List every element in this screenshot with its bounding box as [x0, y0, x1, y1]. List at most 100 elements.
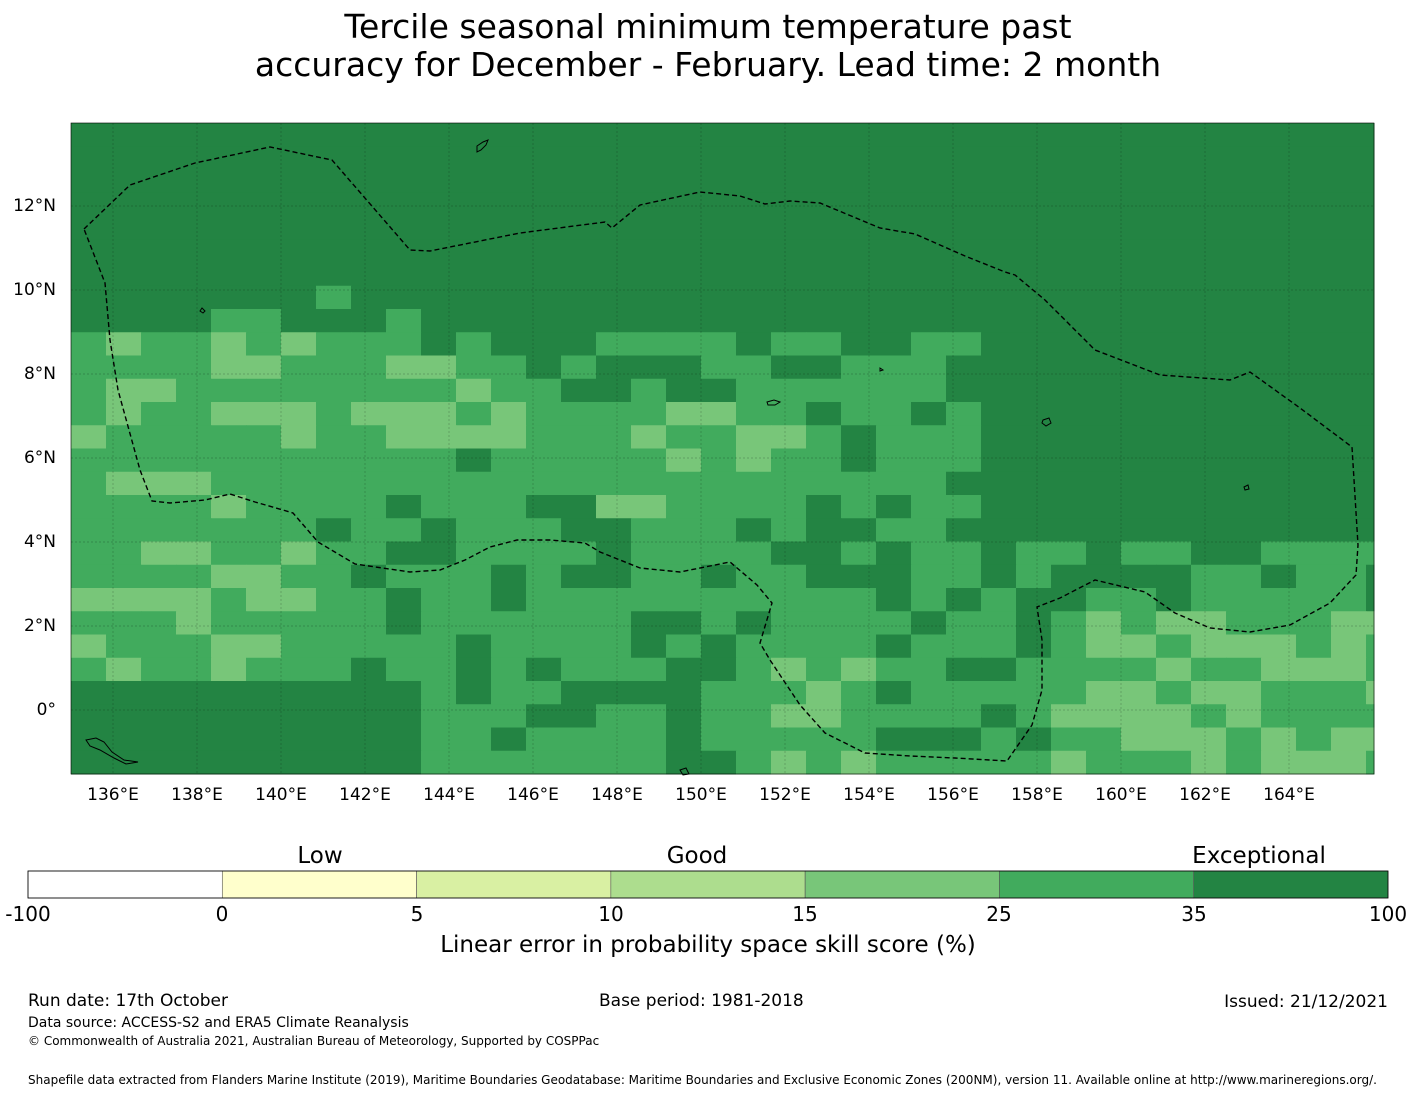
- skill-cell: [736, 471, 772, 496]
- skill-cell: [1121, 123, 1157, 147]
- skill-cell: [1366, 332, 1375, 356]
- skill-cell: [911, 495, 947, 519]
- skill-cell: [1296, 216, 1332, 240]
- skill-cell: [1121, 425, 1157, 449]
- skill-cell: [351, 518, 387, 542]
- skill-cell: [1051, 146, 1087, 170]
- skill-cell: [456, 681, 492, 705]
- skill-cell: [421, 146, 457, 170]
- skill-cell: [1121, 192, 1157, 217]
- skill-cell: [281, 239, 317, 263]
- skill-cell: [421, 355, 457, 380]
- skill-cell: [736, 425, 772, 449]
- skill-cell: [1366, 285, 1375, 310]
- skill-cell: [946, 192, 982, 217]
- skill-cell: [1051, 425, 1087, 449]
- skill-cell: [211, 611, 247, 635]
- skill-cell: [106, 169, 142, 194]
- skill-cell: [1191, 425, 1227, 449]
- skill-cell: [1261, 657, 1297, 682]
- skill-cell: [771, 146, 807, 170]
- skill-cell: [1191, 332, 1227, 356]
- skill-cell: [211, 727, 247, 752]
- skill-cell: [1086, 262, 1122, 287]
- skill-cell: [666, 239, 702, 263]
- skill-cell: [1296, 448, 1332, 473]
- skill-cell: [631, 750, 667, 775]
- skill-cell: [631, 727, 667, 752]
- skill-cell: [1051, 471, 1087, 496]
- skill-cell: [981, 448, 1017, 473]
- skill-cell: [456, 332, 492, 356]
- skill-cell: [281, 681, 317, 705]
- skill-cell: [246, 657, 282, 682]
- skill-cell: [666, 611, 702, 635]
- skill-cell: [911, 332, 947, 356]
- skill-cell: [1016, 123, 1052, 147]
- skill-cell: [71, 239, 107, 263]
- skill-cell: [491, 239, 527, 263]
- skill-cell: [911, 564, 947, 589]
- skill-cell: [841, 355, 877, 380]
- skill-cell: [841, 518, 877, 542]
- skill-cell: [456, 518, 492, 542]
- skill-cell: [211, 146, 247, 170]
- skill-cell: [841, 216, 877, 240]
- skill-cell: [841, 634, 877, 659]
- skill-cell: [246, 146, 282, 170]
- skill-cell: [1261, 378, 1297, 403]
- skill-cell: [1051, 285, 1087, 310]
- skill-cell: [281, 192, 317, 217]
- skill-cell: [351, 681, 387, 705]
- skill-cell: [736, 146, 772, 170]
- skill-cell: [316, 541, 352, 566]
- skill-cell: [141, 123, 177, 147]
- skill-cell: [1296, 471, 1332, 496]
- skill-cell: [1226, 239, 1262, 263]
- skill-cell: [526, 750, 562, 775]
- skill-cell: [561, 146, 597, 170]
- skill-cell: [316, 146, 352, 170]
- skill-cell: [946, 425, 982, 449]
- skill-cell: [1121, 518, 1157, 542]
- skill-cell: [1016, 146, 1052, 170]
- skill-cell: [1086, 123, 1122, 147]
- skill-cell: [176, 541, 212, 566]
- skill-cell: [1296, 309, 1332, 333]
- skill-cell: [561, 495, 597, 519]
- skill-cell: [911, 588, 947, 612]
- skill-cell: [316, 262, 352, 287]
- issued-date: Issued: 21/12/2021: [1224, 992, 1388, 1012]
- skill-cell: [71, 123, 107, 147]
- skill-cell: [386, 750, 422, 775]
- skill-cell: [1086, 216, 1122, 240]
- y-tick-label: 2°N: [23, 616, 56, 636]
- skill-cell: [561, 425, 597, 449]
- skill-cell: [386, 239, 422, 263]
- skill-cell: [771, 262, 807, 287]
- skill-cell: [491, 448, 527, 473]
- skill-cell: [666, 634, 702, 659]
- skill-cell: [1051, 495, 1087, 519]
- colorbar-category-exceptional: Exceptional: [1192, 843, 1326, 869]
- colorbar-category-good: Good: [666, 843, 728, 869]
- skill-cell: [911, 239, 947, 263]
- skill-cell: [246, 262, 282, 287]
- skill-cell: [246, 309, 282, 333]
- skill-cell: [596, 169, 632, 194]
- colorbar-tick: 35: [1181, 902, 1207, 926]
- skill-cell: [1086, 378, 1122, 403]
- skill-cell: [736, 309, 772, 333]
- skill-cell: [246, 727, 282, 752]
- skill-cell: [421, 541, 457, 566]
- skill-cell: [211, 332, 247, 356]
- skill-cell: [771, 727, 807, 752]
- skill-cell: [1051, 448, 1087, 473]
- skill-cell: [1226, 564, 1262, 589]
- skill-cell: [1086, 239, 1122, 263]
- skill-cell: [1121, 309, 1157, 333]
- skill-cell: [246, 192, 282, 217]
- skill-cell: [1156, 727, 1192, 752]
- skill-cell: [1296, 518, 1332, 542]
- skill-cell: [1016, 239, 1052, 263]
